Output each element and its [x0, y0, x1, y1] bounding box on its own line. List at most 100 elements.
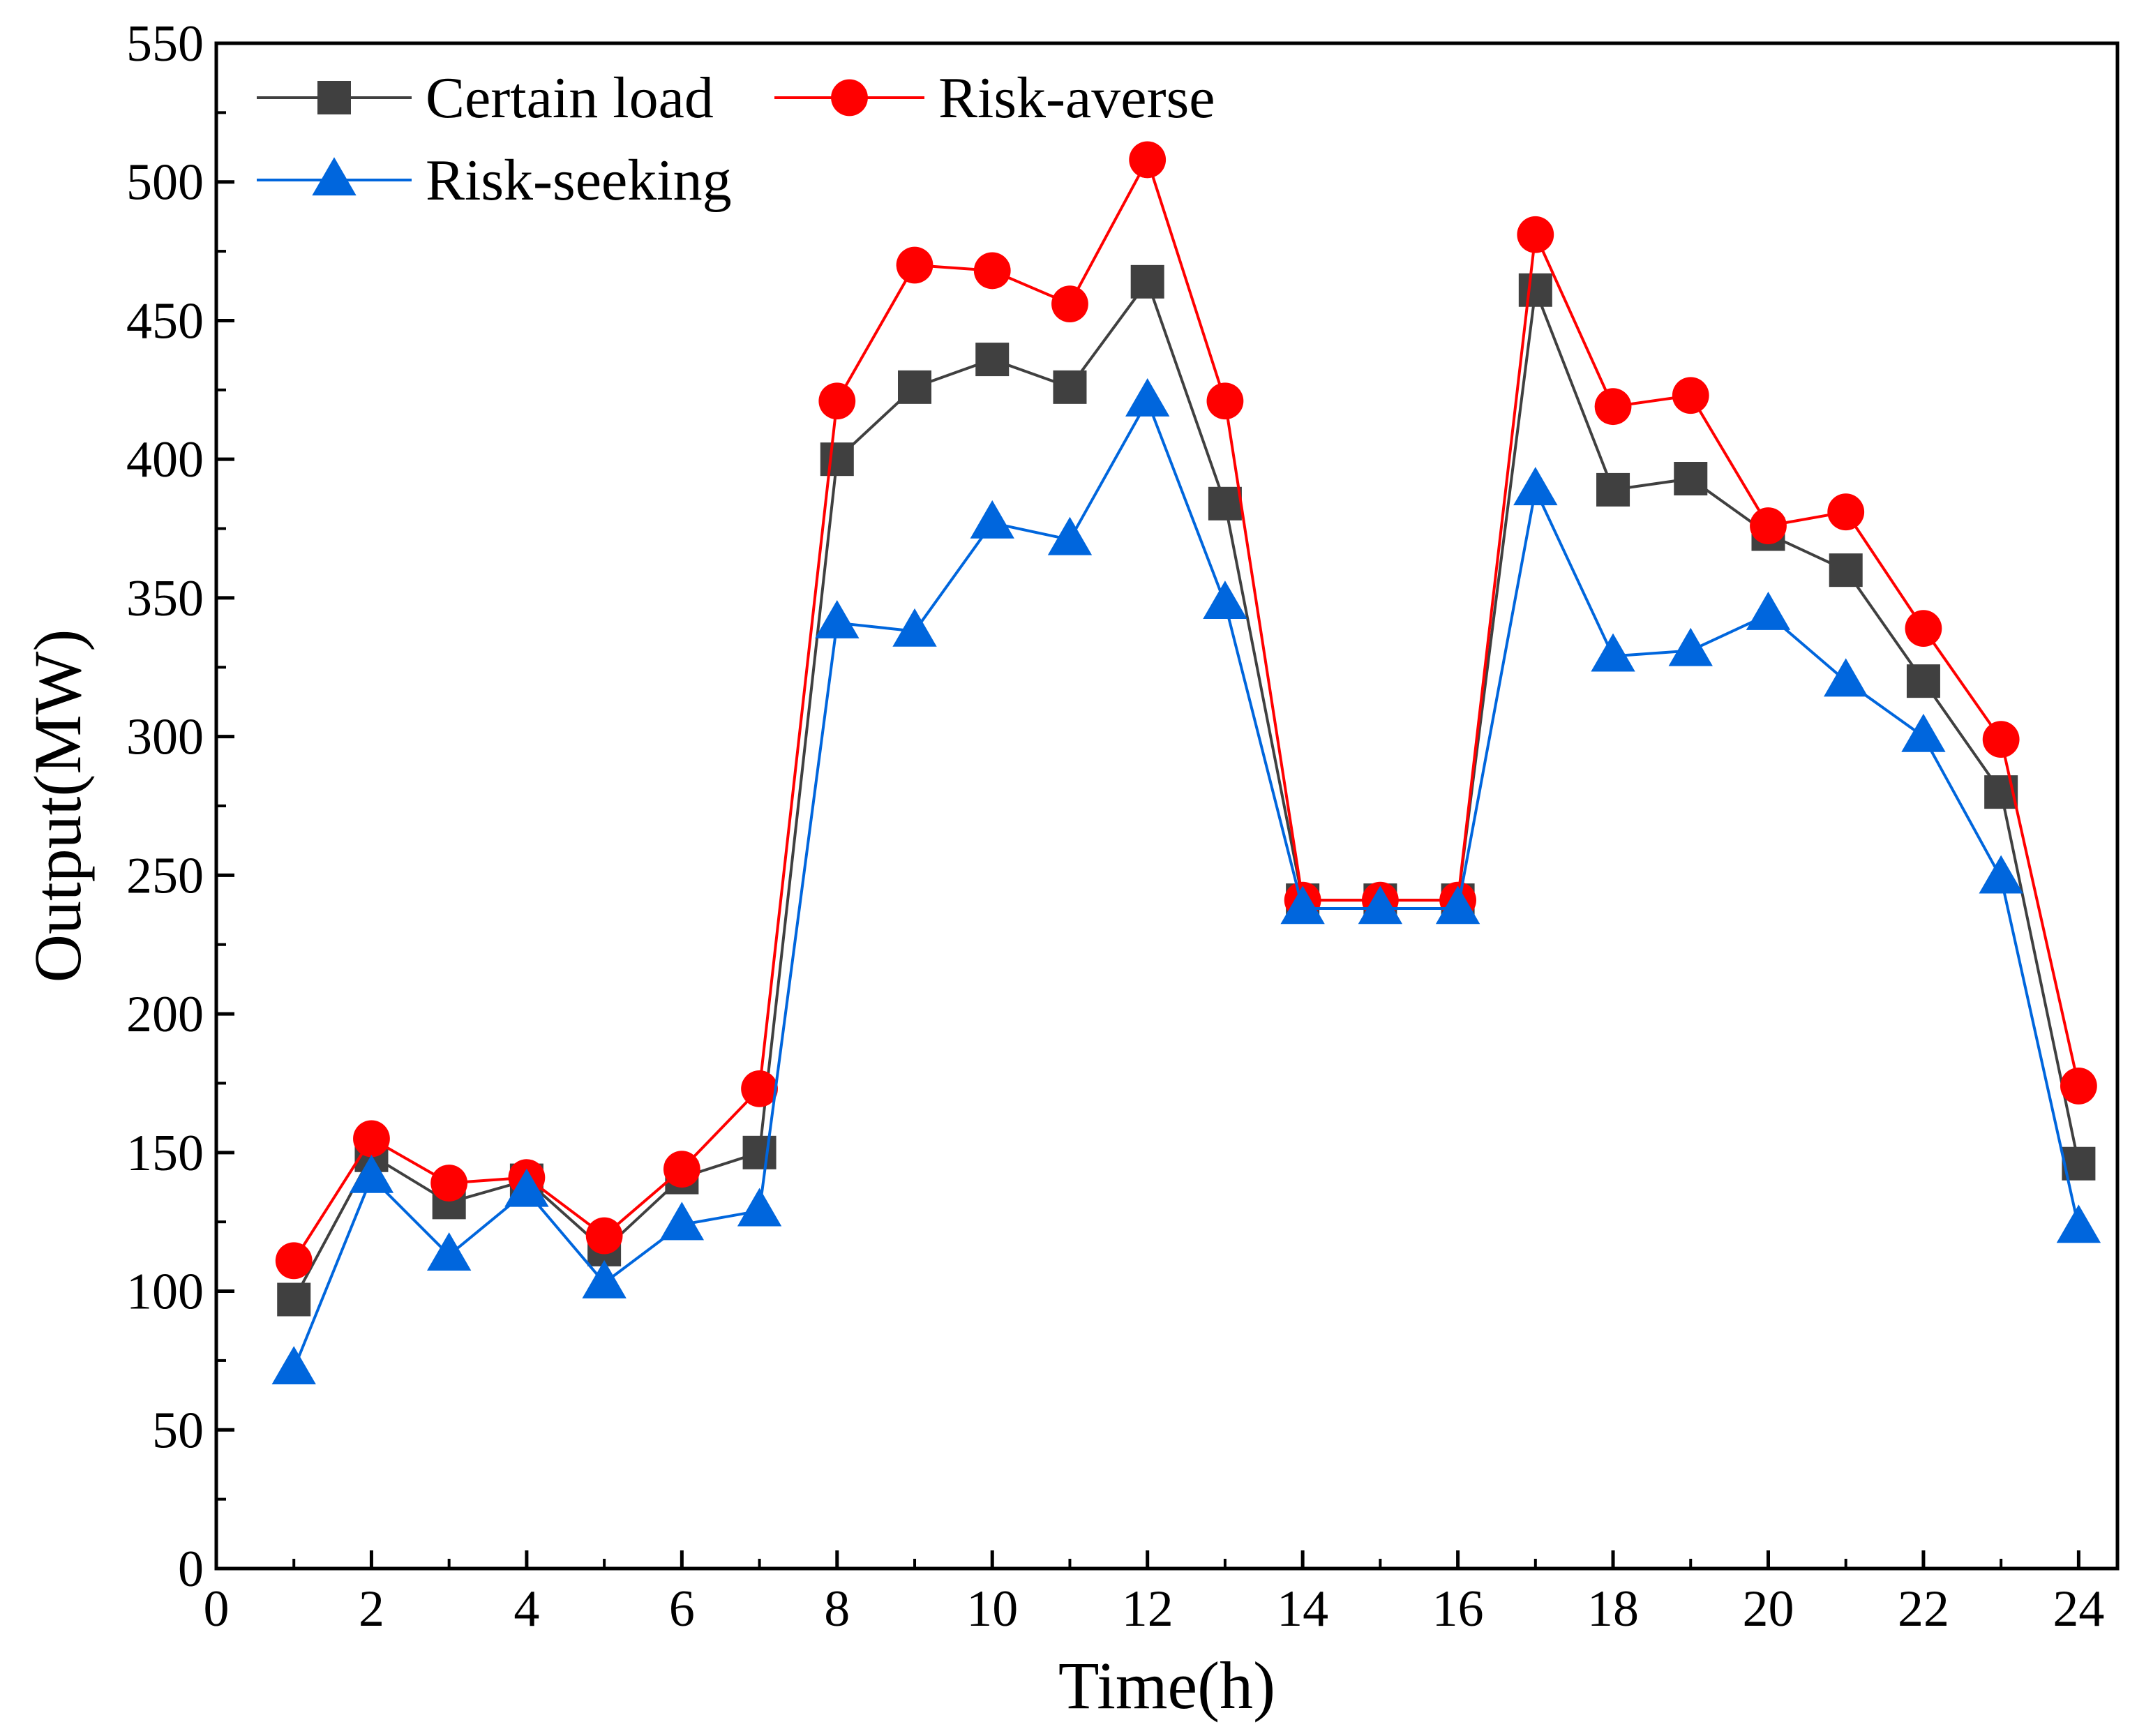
data-point: [1513, 467, 1558, 506]
data-point: [277, 1282, 311, 1317]
data-point: [1827, 493, 1865, 531]
x-tick-label: 10: [966, 1580, 1018, 1638]
data-point: [1130, 264, 1164, 299]
x-tick-label: 2: [359, 1580, 384, 1638]
data-point: [1901, 713, 1946, 752]
data-point: [2056, 1204, 2101, 1243]
y-tick-label: 350: [126, 570, 204, 627]
data-point: [1051, 285, 1088, 323]
legend-item: Risk-averse: [774, 66, 1215, 130]
data-point: [585, 1217, 623, 1255]
y-tick-label: 250: [126, 847, 204, 904]
legend-label: Risk-seeking: [426, 148, 732, 213]
series-risk-seeking: [271, 377, 2101, 1385]
data-point: [1208, 486, 1242, 521]
data-point: [1594, 388, 1632, 426]
data-point: [1674, 462, 1708, 496]
x-tick-label: 22: [1898, 1580, 1949, 1638]
legend-marker: [831, 79, 868, 117]
data-point: [1905, 610, 1942, 648]
data-point: [896, 246, 933, 284]
data-point: [1979, 855, 2023, 894]
y-tick-label: 300: [126, 709, 204, 766]
data-point: [818, 382, 856, 420]
y-tick-label: 200: [126, 986, 204, 1043]
data-point: [1672, 377, 1709, 414]
x-tick-label: 18: [1587, 1580, 1639, 1638]
data-point: [582, 1259, 627, 1299]
data-point: [1435, 885, 1480, 925]
data-point: [430, 1165, 468, 1202]
legend-marker: [317, 81, 351, 114]
data-point: [973, 252, 1011, 290]
data-point: [1824, 658, 1868, 697]
x-tick-label: 16: [1432, 1580, 1484, 1638]
data-point: [1982, 721, 2020, 758]
data-point: [1053, 370, 1087, 404]
data-point: [1746, 592, 1791, 630]
x-tick-label: 20: [1742, 1580, 1794, 1638]
data-point: [1125, 377, 1170, 417]
legend-item: Risk-seeking: [257, 148, 732, 213]
legend-marker: [312, 157, 357, 196]
data-point: [426, 1232, 472, 1271]
data-point: [1750, 507, 1787, 544]
tick-labels: 0 2 4 6 8 10 12 14 16 18 20 22 240501001502002503003…: [126, 15, 2104, 1638]
y-axis-title: Output(MW): [20, 629, 95, 983]
data-point: [659, 1202, 705, 1241]
data-point: [1203, 581, 1247, 620]
data-point: [1517, 216, 1554, 253]
data-point: [1206, 382, 1244, 420]
x-tick-label: 14: [1277, 1580, 1328, 1638]
legend-label: Certain load: [426, 66, 714, 130]
x-tick-label: 0: [204, 1580, 230, 1638]
x-tick-label: 8: [824, 1580, 850, 1638]
data-point: [353, 1120, 390, 1158]
y-tick-label: 0: [178, 1541, 204, 1598]
data-point: [1358, 885, 1403, 925]
data-point: [663, 1151, 700, 1188]
data-point: [1906, 664, 1940, 698]
series-layer: [271, 141, 2101, 1385]
data-point: [892, 608, 937, 647]
data-point: [820, 442, 854, 477]
data-point: [1591, 633, 1635, 672]
data-point: [1668, 627, 1713, 666]
data-point: [504, 1168, 549, 1207]
data-point: [975, 343, 1010, 377]
y-tick-label: 150: [126, 1125, 204, 1182]
x-tick-label: 24: [2053, 1580, 2104, 1638]
data-point: [815, 599, 860, 638]
x-tick-label: 4: [513, 1580, 539, 1638]
data-point: [271, 1346, 316, 1385]
y-tick-label: 50: [152, 1402, 204, 1459]
data-point: [898, 370, 932, 404]
x-tick-label: 6: [669, 1580, 695, 1638]
y-tick-label: 500: [126, 154, 204, 211]
x-tick-label: 12: [1122, 1580, 1173, 1638]
legend-label: Risk-averse: [938, 66, 1215, 130]
data-point: [1518, 273, 1552, 307]
x-axis-title: Time(h): [1058, 1648, 1275, 1723]
data-point: [349, 1154, 394, 1193]
y-tick-label: 450: [126, 292, 204, 350]
data-point: [737, 1188, 782, 1227]
data-point: [1047, 516, 1093, 555]
data-point: [1596, 472, 1630, 507]
y-tick-label: 100: [126, 1264, 204, 1321]
plot-frame: [214, 41, 2120, 1571]
data-point: [1129, 141, 1167, 179]
data-point: [970, 500, 1014, 539]
data-point: [742, 1135, 777, 1169]
data-point: [2060, 1068, 2097, 1105]
data-point: [741, 1070, 778, 1107]
legend: Certain load Risk-averse Risk-seeking: [257, 66, 1215, 213]
y-tick-label: 400: [126, 431, 204, 488]
y-tick-label: 550: [126, 15, 204, 73]
data-point: [1829, 553, 1863, 588]
data-point: [1280, 885, 1325, 925]
legend-item: Certain load: [257, 66, 714, 130]
data-point: [275, 1242, 313, 1280]
